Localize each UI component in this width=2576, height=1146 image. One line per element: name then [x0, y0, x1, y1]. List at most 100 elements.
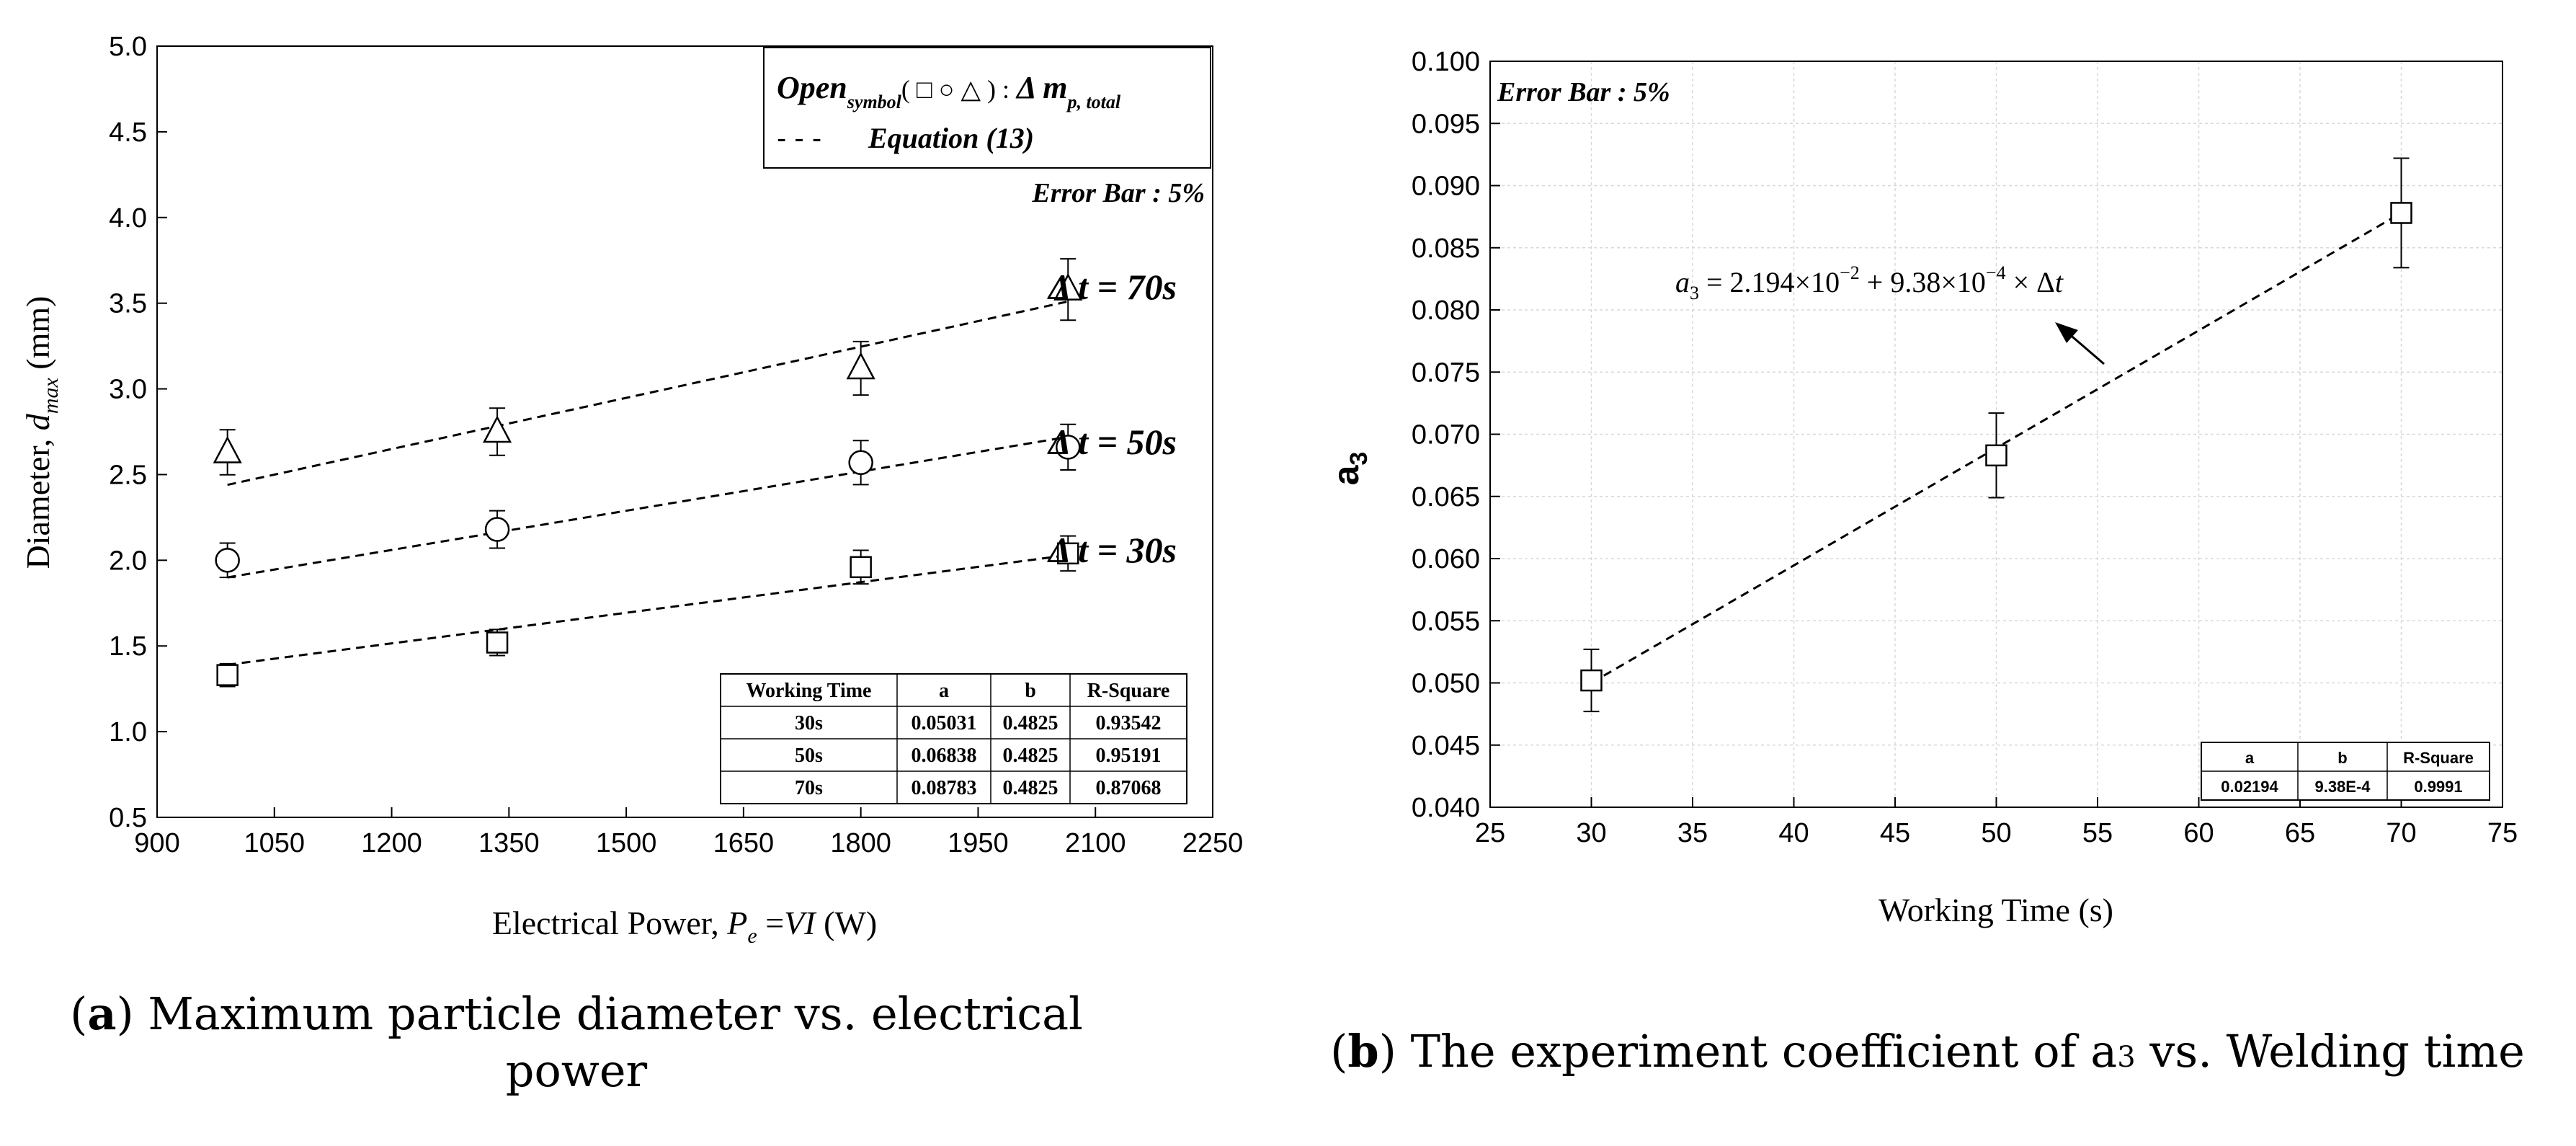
chart-a-y-axis-label: Diameter, dmax (mm): [19, 296, 63, 569]
chart-b: 25 30 35 40 45 50 55 60 65 70 75 0.040 0.045 0.050 0.0…: [1326, 47, 2518, 928]
chart-a-x-tick-label: 2100: [1065, 828, 1126, 858]
chart-a-table-cell: 0.08783: [912, 777, 977, 799]
chart-b-table-cell: 0.9991: [2414, 778, 2462, 796]
chart-a-error-bar-note: Error Bar : 5%: [1031, 178, 1205, 208]
chart-b-table-header: a: [2245, 749, 2255, 767]
chart-b-table-header: b: [2337, 749, 2347, 767]
chart-b-x-tick-label: 50: [1981, 818, 2011, 848]
chart-a-table-cell: 0.4825: [1003, 777, 1059, 799]
chart-a-table-cell: 0.06838: [912, 745, 977, 767]
chart-a-y-tick-label: 2.0: [109, 546, 147, 576]
chart-a-table-cell: 0.95191: [1096, 745, 1162, 767]
chart-b-y-tick-label: 0.095: [1412, 109, 1480, 139]
chart-b-y-tick-label: 0.040: [1412, 793, 1480, 823]
chart-b-x-tick-label: 60: [2183, 818, 2214, 848]
chart-a-x-tick-label: 1350: [478, 828, 540, 858]
chart-a-label-70s: Δ t = 70s: [1047, 267, 1177, 307]
chart-b-y-axis-label: a3: [1326, 452, 1373, 486]
chart-b-y-tick-label: 0.085: [1412, 234, 1480, 264]
chart-a-points: [213, 258, 1083, 688]
chart-b-y-tick-label: 0.045: [1412, 731, 1480, 761]
chart-a: 900 1050 1200 1350 1500 1650 1800 1950 2100 2250 0…: [19, 32, 1243, 948]
chart-b-point: [1580, 669, 1603, 692]
chart-a-table-header: b: [1025, 680, 1036, 702]
chart-b-y-tick-label: 0.060: [1412, 544, 1480, 574]
chart-a-y-tick-label: 4.0: [109, 203, 147, 234]
chart-b-x-tick-label: 55: [2082, 818, 2113, 848]
chart-a-table-cell: 0.93542: [1096, 712, 1162, 734]
caption-a: (a) Maximum particle diameter vs. electr…: [70, 987, 1083, 1097]
chart-a-point-square: [1056, 542, 1079, 565]
chart-a-table-cell: 50s: [795, 745, 823, 767]
chart-a-table-cell: 30s: [795, 712, 823, 734]
chart-b-y-tick-label: 0.100: [1412, 47, 1480, 77]
chart-a-y-tick-label: 5.0: [109, 32, 147, 62]
chart-a-point-triangle: [846, 352, 875, 380]
chart-a-y-tick-label: 4.5: [109, 117, 147, 148]
chart-b-table-cell: 9.38E-4: [2314, 778, 2371, 796]
chart-a-point-triangle: [482, 415, 512, 443]
chart-a-table-cell: 0.4825: [1003, 745, 1059, 767]
chart-a-x-tick-label: 1650: [713, 828, 775, 858]
chart-b-x-tick-label: 75: [2487, 818, 2518, 848]
chart-a-x-tick-label: 1050: [244, 828, 306, 858]
chart-a-point-square: [216, 664, 239, 686]
chart-a-x-tick-label: 2250: [1182, 828, 1244, 858]
chart-b-x-tick-label: 25: [1475, 818, 1505, 848]
chart-a-x-tick-label: 1200: [361, 828, 422, 858]
chart-a-table-cell: 0.05031: [912, 712, 977, 734]
chart-a-y-tick-label: 3.0: [109, 375, 147, 405]
chart-a-table-cell: 0.87068: [1096, 777, 1162, 799]
chart-b-point: [1985, 444, 2007, 467]
chart-b-y-tick-label: 0.090: [1412, 172, 1480, 202]
chart-a-legend-dash-sample: - - -: [777, 123, 821, 154]
chart-b-error-bar-note: Error Bar : 5%: [1497, 77, 1670, 107]
chart-b-data-table: a b R-Square 0.02194 9.38E-4 0.9991: [2201, 742, 2490, 801]
chart-b-x-tick-label: 35: [1677, 818, 1708, 848]
chart-b-y-tick-label: 0.070: [1412, 420, 1480, 450]
chart-a-point-circle: [484, 517, 510, 542]
chart-a-fit-line-1: [227, 435, 1069, 579]
chart-b-y-tick-label: 0.075: [1412, 357, 1480, 388]
chart-a-table-header: a: [939, 680, 949, 702]
chart-a-y-tick-label: 3.5: [109, 289, 147, 319]
chart-a-y-tick-label: 0.5: [109, 803, 147, 833]
chart-a-x-axis-label: Electrical Power, Pe =VI (W): [492, 905, 877, 948]
chart-a-point-triangle: [1053, 272, 1083, 301]
chart-a-table-cell: 70s: [795, 777, 823, 799]
chart-b-x-tick-label: 70: [2386, 818, 2416, 848]
chart-b-x-tick-label: 45: [1880, 818, 1910, 848]
chart-b-y-tick-label: 0.065: [1412, 482, 1480, 512]
chart-b-x-tick-label: 65: [2285, 818, 2315, 848]
caption-b: (b) The experiment coefficient of a3 vs.…: [1330, 1025, 2525, 1078]
chart-a-point-circle: [215, 548, 240, 573]
chart-a-y-tick-label: 2.5: [109, 460, 147, 490]
chart-b-ticks: 25 30 35 40 45 50 55 60 65 70 75 0.040 0.045 0.050 0.0…: [1412, 47, 2518, 848]
chart-b-equation-arrow: [2055, 322, 2105, 365]
chart-a-table-cell: 0.4825: [1003, 712, 1059, 734]
chart-a-label-50s: Δ t = 50s: [1047, 422, 1177, 462]
chart-a-x-tick-label: 1500: [596, 828, 657, 858]
chart-a-x-tick-label: 900: [134, 828, 179, 858]
chart-a-point-triangle: [213, 435, 242, 463]
chart-b-x-tick-label: 30: [1576, 818, 1606, 848]
chart-a-legend: [763, 47, 1211, 169]
chart-a-data-table: Working Time a b R-Square 30s 0.05031 0.4825 0.…: [720, 673, 1187, 804]
chart-a-ticks: 900 1050 1200 1350 1500 1650 1800 1950 2100 2250 0…: [109, 32, 1243, 858]
chart-a-fit-line-2: [227, 554, 1069, 666]
chart-b-y-tick-label: 0.080: [1412, 296, 1480, 326]
chart-a-legend-equation: Equation (13): [868, 122, 1034, 154]
chart-a-point-circle: [848, 450, 873, 476]
chart-b-y-tick-label: 0.055: [1412, 606, 1480, 636]
chart-b-table-cell: 0.02194: [2221, 778, 2278, 796]
chart-a-y-tick-label: 1.5: [109, 631, 147, 662]
chart-a-point-circle: [1055, 435, 1081, 460]
chart-a-fit-lines: [227, 300, 1069, 666]
chart-b-x-axis-label: Working Time (s): [1878, 892, 2113, 928]
chart-a-table-header: R-Square: [1087, 680, 1170, 702]
chart-a-x-tick-label: 1800: [830, 828, 891, 858]
chart-a-x-tick-label: 1950: [948, 828, 1009, 858]
chart-a-point-square: [486, 631, 509, 654]
chart-a-label-30s: Δ t = 30s: [1047, 530, 1177, 570]
